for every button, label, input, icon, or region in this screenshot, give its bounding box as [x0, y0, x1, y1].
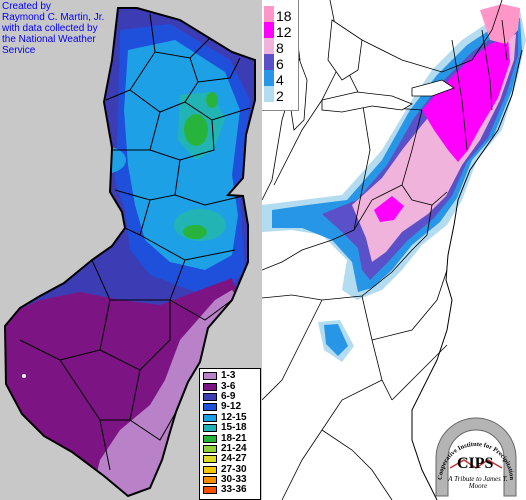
great-lakes [321, 91, 413, 113]
nj-legend-row: 18-21 [203, 433, 257, 443]
nj-legend-row: 30-33 [203, 475, 257, 485]
nj-legend-row: 12-15 [203, 411, 257, 423]
ne-state-lines [262, 0, 508, 500]
nj-legend-row: 15-18 [203, 423, 257, 433]
nj-legend-swatch [203, 434, 217, 443]
nj-legend-label: 1-3 [221, 370, 236, 382]
nj-legend-swatch [203, 486, 217, 495]
nj-legend-row: 21-24 [203, 442, 257, 454]
ne-legend-swatch [264, 22, 274, 38]
nj-legend-row: 9-12 [203, 402, 257, 412]
nj-legend: 1-3 3-6 6-9 9-12 12-15 15-18 18-21 21-24… [199, 368, 261, 500]
nj-legend-label: 3-6 [221, 380, 236, 392]
nj-legend-label: 9-12 [221, 401, 242, 413]
ne-legend-label: 18 [276, 8, 292, 24]
ne-legend: 18 12 8 6 4 2 [262, 0, 299, 111]
ne-legend-label: 2 [276, 88, 284, 104]
nj-legend-label: 30-33 [221, 474, 247, 486]
nj-legend-label: 33-36 [221, 484, 247, 496]
nj-legend-label: 21-24 [221, 442, 247, 454]
nj-legend-swatch [203, 455, 217, 464]
nj-station-dot [22, 374, 26, 378]
nj-legend-row: 27-30 [203, 463, 257, 475]
nj-legend-row: 1-3 [203, 371, 257, 381]
northeast-snowfall-map: 18 12 8 6 4 2 [262, 0, 526, 500]
nj-legend-swatch [203, 403, 217, 412]
nj-legend-row: 33-36 [203, 485, 257, 495]
ne-coastline [411, 49, 523, 500]
ne-legend-label: 12 [276, 24, 292, 40]
nj-state-outline [3, 7, 256, 498]
ne-legend-swatch [264, 6, 274, 22]
ne-legend-label: 6 [276, 56, 284, 72]
nj-legend-swatch [203, 465, 217, 474]
nj-band-18-21-ne [206, 92, 218, 108]
nj-legend-row: 24-27 [203, 454, 257, 464]
nj-legend-swatch [203, 476, 217, 485]
cips-logo: Cooperative Institute for Precipitation … [430, 408, 522, 498]
ne-band-4-south [324, 324, 348, 356]
nj-legend-row: 3-6 [203, 381, 257, 391]
nj-band-18-21-central [183, 225, 207, 239]
nj-legend-label: 24-27 [221, 453, 247, 465]
nj-legend-label: 15-18 [221, 422, 247, 434]
nj-county-lines [19, 13, 251, 471]
cips-seal-icon: Cooperative Institute for Precipitation … [430, 408, 517, 497]
lake-ontario [411, 79, 455, 97]
nj-band-1-3 [90, 290, 240, 496]
nj-legend-swatch [203, 413, 217, 422]
nj-legend-swatch [203, 424, 217, 433]
nj-legend-row: 6-9 [203, 390, 257, 402]
ne-legend-swatch [264, 70, 274, 86]
canada-border [361, 0, 503, 73]
nj-map-svg [3, 7, 256, 498]
map-credit: Created by Raymond C. Martin, Jr. with d… [2, 1, 105, 56]
ne-legend-swatch [264, 86, 274, 102]
lake-huron [327, 19, 363, 81]
ne-map-svg [262, 0, 526, 500]
ne-legend-swatch [264, 38, 274, 54]
nj-legend-label: 27-30 [221, 463, 247, 475]
cips-abbr: CIPS [457, 455, 494, 472]
ne-band-12-sw [374, 196, 404, 222]
nj-legend-swatch [203, 444, 217, 453]
nj-legend-label: 6-9 [221, 390, 236, 402]
nj-legend-swatch [203, 382, 217, 391]
nj-band-18-21-north [184, 114, 208, 146]
cips-tribute: A Tribute to James T. Moore [448, 475, 508, 490]
ne-legend-label: 8 [276, 40, 284, 56]
nj-legend-label: 12-15 [221, 411, 247, 423]
nj-legend-swatch [203, 392, 217, 401]
ne-legend-swatch [264, 54, 274, 70]
nj-snowfall-map: Created by Raymond C. Martin, Jr. with d… [0, 0, 262, 500]
nj-legend-swatch [203, 372, 217, 381]
ne-band-18 [480, 4, 520, 44]
nj-legend-label: 18-21 [221, 432, 247, 444]
ne-legend-label: 4 [276, 72, 284, 88]
